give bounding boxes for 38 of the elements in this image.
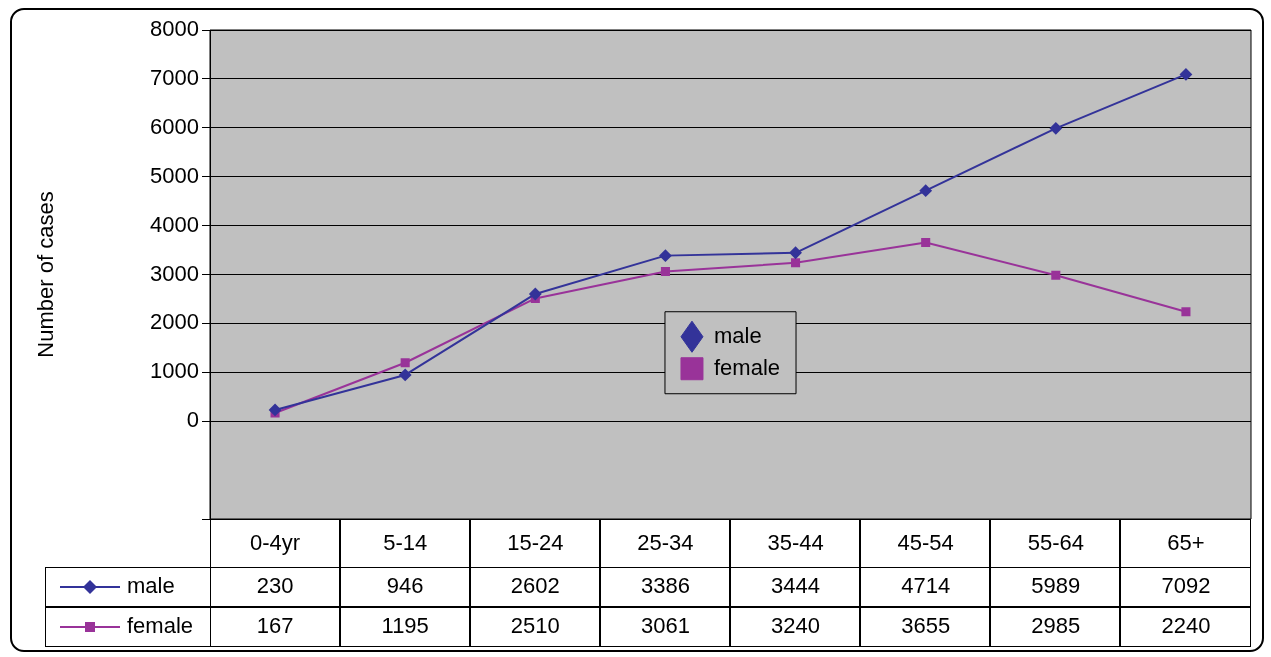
y-tick-label: 6000 (150, 113, 199, 139)
legend-label: male (713, 322, 762, 348)
data-label: 2602 (510, 573, 560, 599)
data-label: 2985 (1031, 613, 1081, 639)
data-label: 5989 (1031, 573, 1081, 599)
y-tick-label: 4000 (150, 211, 199, 237)
x-tick-label: 0-4yr (250, 530, 301, 556)
y-tick-label: 8000 (150, 16, 199, 42)
legend-label: female (713, 354, 781, 380)
y-tick-label: 0 (186, 407, 199, 433)
x-tick-label: 55-64 (1027, 530, 1084, 556)
y-tick-label: 1000 (150, 358, 199, 384)
data-label: 946 (386, 573, 424, 599)
x-tick-label: 15-24 (507, 530, 564, 556)
x-tick-label: 65+ (1167, 530, 1205, 556)
data-label: 167 (256, 613, 294, 639)
data-label: 3444 (771, 573, 821, 599)
x-tick-label: 5-14 (383, 530, 428, 556)
y-tick-label: 3000 (150, 260, 199, 286)
data-label: 230 (256, 573, 294, 599)
y-tick-label: 2000 (150, 309, 199, 335)
y-tick-label: 7000 (150, 64, 199, 90)
x-tick-label: 45-54 (897, 530, 954, 556)
data-label: 1195 (381, 613, 429, 639)
text: female (127, 613, 194, 639)
y-tick-label: 5000 (150, 162, 199, 188)
data-label: 3240 (771, 613, 821, 639)
data-label: 3386 (640, 573, 690, 599)
x-tick-label: 35-44 (767, 530, 824, 556)
data-label: 3655 (901, 613, 951, 639)
text: male (127, 573, 175, 599)
y-axis-title: Number of cases (33, 191, 59, 358)
data-label: 7092 (1161, 573, 1211, 599)
data-label: 2510 (510, 613, 560, 639)
data-label: 3061 (640, 613, 690, 639)
x-tick-label: 25-34 (637, 530, 694, 556)
data-label: 4714 (901, 573, 951, 599)
data-label: 2240 (1161, 613, 1211, 639)
